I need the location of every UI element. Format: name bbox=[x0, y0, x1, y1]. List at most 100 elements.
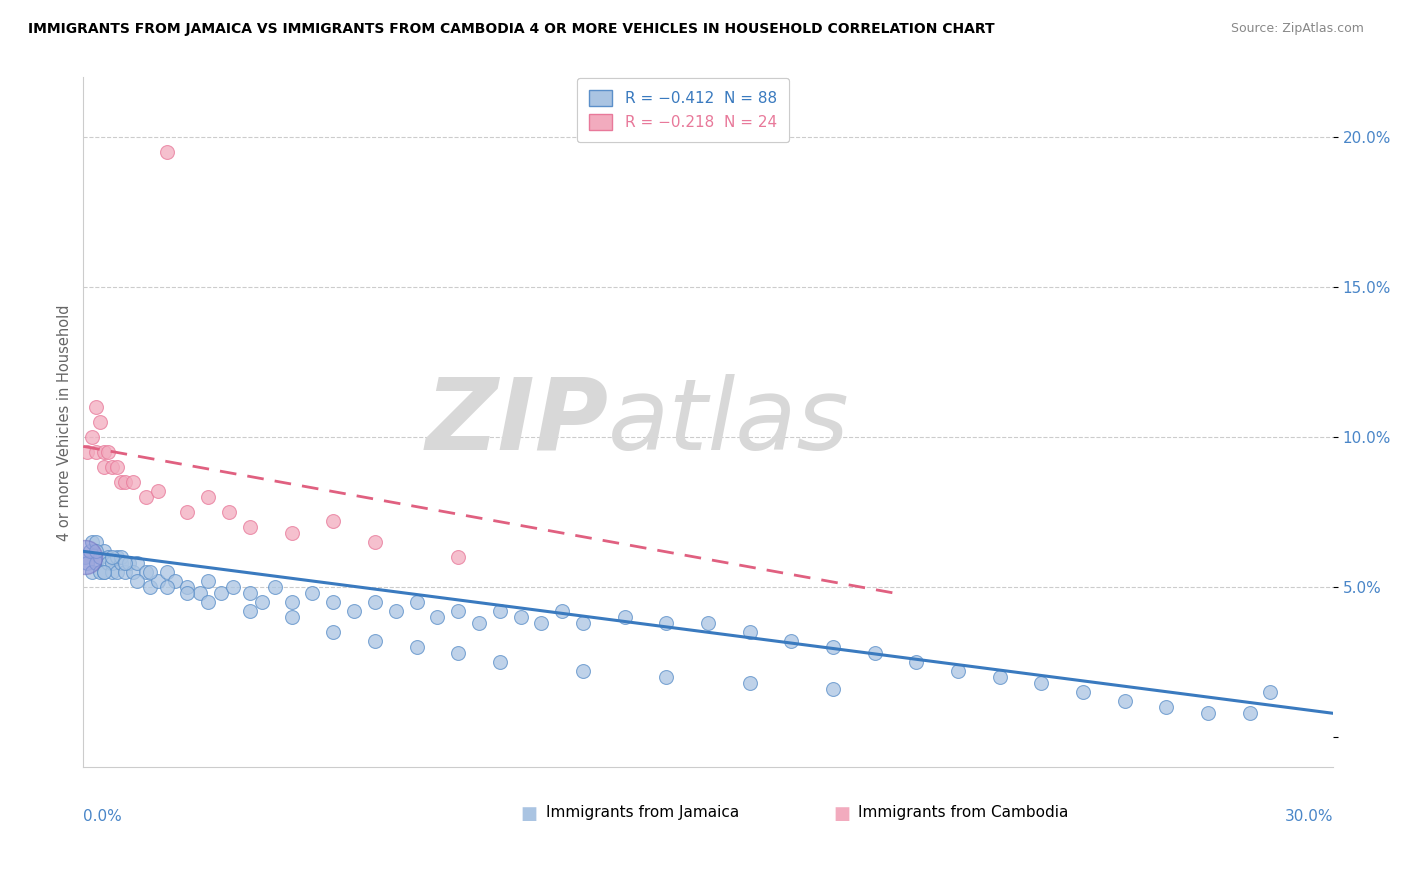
Point bbox=[127, 574, 149, 589]
Y-axis label: 4 or more Vehicles in Household: 4 or more Vehicles in Household bbox=[58, 304, 72, 541]
Point bbox=[1071, 685, 1094, 699]
Point bbox=[1114, 694, 1136, 708]
Point bbox=[697, 616, 720, 631]
Point bbox=[176, 505, 198, 519]
Point bbox=[89, 566, 111, 580]
Point bbox=[280, 526, 302, 541]
Point bbox=[97, 445, 120, 459]
Point bbox=[572, 616, 595, 631]
Point bbox=[127, 557, 149, 571]
Point bbox=[89, 550, 111, 565]
Point bbox=[905, 655, 928, 669]
Point bbox=[139, 566, 162, 580]
Point bbox=[73, 550, 96, 565]
Point bbox=[110, 550, 132, 565]
Point bbox=[488, 604, 510, 618]
Point bbox=[509, 610, 531, 624]
Point bbox=[101, 550, 124, 565]
Point bbox=[1031, 676, 1053, 690]
Point bbox=[405, 640, 427, 655]
Point bbox=[148, 574, 170, 589]
Point bbox=[105, 550, 128, 565]
Point bbox=[1156, 700, 1178, 714]
Point bbox=[551, 604, 574, 618]
Point bbox=[135, 491, 157, 505]
Point bbox=[384, 604, 406, 618]
Point bbox=[101, 557, 124, 571]
Text: 0.0%: 0.0% bbox=[83, 809, 122, 823]
Point bbox=[447, 646, 470, 660]
Point bbox=[84, 401, 107, 415]
Point bbox=[135, 566, 157, 580]
Text: Immigrants from Jamaica: Immigrants from Jamaica bbox=[546, 805, 740, 821]
Point bbox=[110, 557, 132, 571]
Point bbox=[93, 460, 115, 475]
Point bbox=[122, 566, 145, 580]
Point bbox=[148, 484, 170, 499]
Point bbox=[988, 670, 1011, 684]
Point bbox=[252, 595, 274, 609]
Text: Source: ZipAtlas.com: Source: ZipAtlas.com bbox=[1230, 22, 1364, 36]
Point bbox=[84, 557, 107, 571]
Point bbox=[222, 580, 245, 594]
Point bbox=[488, 655, 510, 669]
Point bbox=[97, 550, 120, 565]
Point bbox=[364, 535, 387, 549]
Point bbox=[155, 580, 177, 594]
Point bbox=[80, 430, 103, 444]
Point bbox=[114, 566, 136, 580]
Point bbox=[84, 445, 107, 459]
Point bbox=[655, 616, 678, 631]
Point bbox=[343, 604, 366, 618]
Point bbox=[426, 610, 449, 624]
Point bbox=[738, 676, 761, 690]
Point bbox=[118, 557, 141, 571]
Point bbox=[80, 566, 103, 580]
Point bbox=[364, 595, 387, 609]
Point bbox=[176, 586, 198, 600]
Point bbox=[105, 460, 128, 475]
Point bbox=[80, 535, 103, 549]
Point bbox=[76, 445, 98, 459]
Point bbox=[93, 544, 115, 558]
Point bbox=[209, 586, 232, 600]
Legend: R = −0.412  N = 88, R = −0.218  N = 24: R = −0.412 N = 88, R = −0.218 N = 24 bbox=[578, 78, 789, 142]
Point bbox=[97, 557, 120, 571]
Point bbox=[239, 586, 262, 600]
Point bbox=[105, 566, 128, 580]
Point bbox=[280, 610, 302, 624]
Point bbox=[114, 557, 136, 571]
Point bbox=[93, 566, 115, 580]
Point bbox=[139, 580, 162, 594]
Point bbox=[264, 580, 287, 594]
Point bbox=[84, 544, 107, 558]
Point bbox=[780, 634, 803, 648]
Text: IMMIGRANTS FROM JAMAICA VS IMMIGRANTS FROM CAMBODIA 4 OR MORE VEHICLES IN HOUSEH: IMMIGRANTS FROM JAMAICA VS IMMIGRANTS FR… bbox=[28, 22, 995, 37]
Point bbox=[163, 574, 186, 589]
Point bbox=[110, 475, 132, 490]
Point bbox=[322, 595, 344, 609]
Point bbox=[155, 145, 177, 160]
Point bbox=[280, 595, 302, 609]
Point bbox=[155, 566, 177, 580]
Text: atlas: atlas bbox=[609, 374, 849, 471]
Point bbox=[405, 595, 427, 609]
Point bbox=[364, 634, 387, 648]
Point bbox=[863, 646, 886, 660]
Text: ■: ■ bbox=[834, 805, 851, 823]
Point bbox=[89, 415, 111, 429]
Point bbox=[301, 586, 323, 600]
Text: ■: ■ bbox=[520, 805, 537, 823]
Point bbox=[93, 445, 115, 459]
Point bbox=[239, 520, 262, 534]
Point bbox=[946, 665, 969, 679]
Point bbox=[823, 640, 845, 655]
Point bbox=[197, 491, 219, 505]
Point bbox=[572, 665, 595, 679]
Point bbox=[101, 566, 124, 580]
Point bbox=[75, 550, 97, 565]
Point bbox=[738, 625, 761, 640]
Point bbox=[823, 682, 845, 697]
Point bbox=[114, 475, 136, 490]
Text: ZIP: ZIP bbox=[425, 374, 609, 471]
